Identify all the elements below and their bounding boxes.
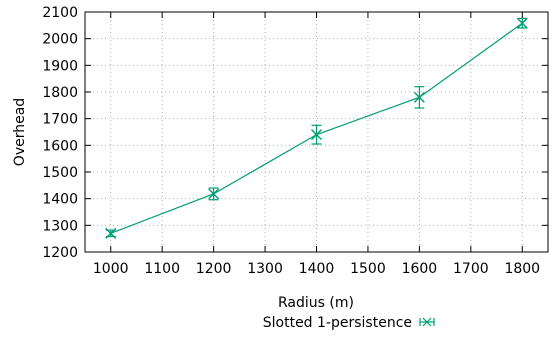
x-tick-label-1100: 1100 <box>144 261 180 277</box>
y-tick-label-1600: 1600 <box>42 138 78 154</box>
legend-entry-marker <box>419 317 435 327</box>
y-tick-label-2000: 2000 <box>42 32 78 48</box>
marker-b-1600 <box>413 91 425 103</box>
y-tick-label-1500: 1500 <box>42 165 78 181</box>
y-tick-label-1300: 1300 <box>42 218 78 234</box>
data-point-1400 <box>311 124 322 145</box>
series-layer <box>105 17 528 239</box>
data-point-1600 <box>413 86 425 109</box>
y-tick-label-1900: 1900 <box>42 58 78 74</box>
x-tick-label-1300: 1300 <box>247 261 283 277</box>
legend-entry-label: Slotted 1-persistence <box>263 315 412 331</box>
y-tick-label-1800: 1800 <box>42 85 78 101</box>
x-tick-label-1200: 1200 <box>196 261 232 277</box>
y-tick-label-1700: 1700 <box>42 112 78 128</box>
legend: Slotted 1-persistence <box>263 315 435 331</box>
marker-b-1200 <box>208 188 220 200</box>
marker-b-1800 <box>516 17 528 29</box>
legend-x-b <box>422 317 432 327</box>
axes: 1200 1300 1400 1500 1600 1700 1800 1900 2000 2100… <box>42 5 548 277</box>
x-tick-label-1500: 1500 <box>350 261 386 277</box>
x-tick-label-1000: 1000 <box>93 261 129 277</box>
y-axis-label: Overhead <box>12 98 28 166</box>
data-point-1200 <box>208 187 220 201</box>
data-point-1800 <box>516 17 528 29</box>
y-tick-label-1200: 1200 <box>42 245 78 261</box>
x-tick-label-1400: 1400 <box>299 261 335 277</box>
y-tick-label-2100: 2100 <box>42 5 78 21</box>
x-tick-label-1600: 1600 <box>402 261 438 277</box>
marker-b-1000 <box>105 227 117 239</box>
x-tick-label-1800: 1800 <box>504 261 540 277</box>
marker-b-1400 <box>311 129 322 141</box>
y-tick-label-1400: 1400 <box>42 192 78 208</box>
x-axis-label: Radius (m) <box>278 295 354 311</box>
data-point-1000 <box>105 227 117 239</box>
x-tick-label-1700: 1700 <box>453 261 489 277</box>
